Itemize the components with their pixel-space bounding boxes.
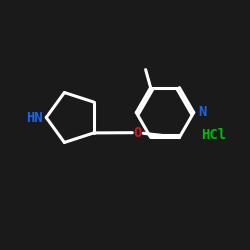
Text: HCl: HCl (201, 128, 226, 142)
Text: N: N (198, 106, 206, 120)
Text: HN: HN (26, 110, 43, 124)
Text: O: O (134, 126, 142, 140)
